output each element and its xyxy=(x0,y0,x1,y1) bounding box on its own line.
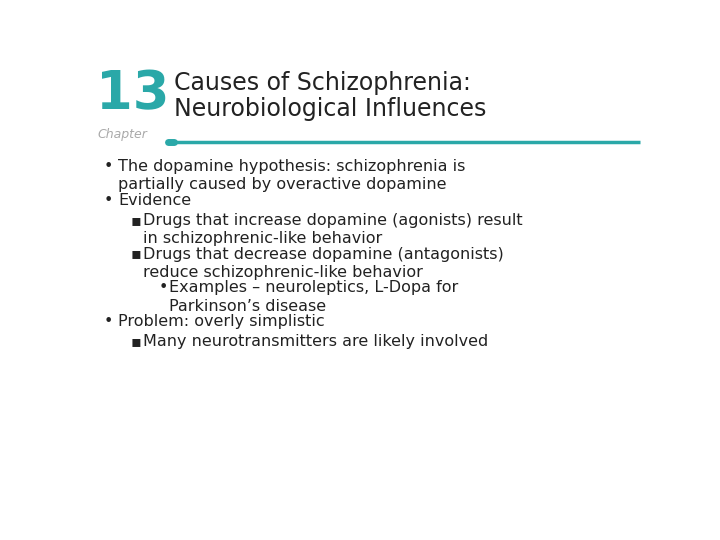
Text: Chapter: Chapter xyxy=(98,128,148,141)
Text: ▪: ▪ xyxy=(130,247,141,261)
Text: ▪: ▪ xyxy=(130,213,141,228)
Text: The dopamine hypothesis: schizophrenia is
partially caused by overactive dopamin: The dopamine hypothesis: schizophrenia i… xyxy=(118,159,465,192)
Text: •: • xyxy=(104,193,113,207)
Text: Drugs that increase dopamine (agonists) result
in schizophrenic-like behavior: Drugs that increase dopamine (agonists) … xyxy=(143,213,522,246)
Text: •: • xyxy=(158,280,168,295)
Text: •: • xyxy=(104,314,113,329)
Text: •: • xyxy=(104,159,113,174)
Text: Problem: overly simplistic: Problem: overly simplistic xyxy=(118,314,325,329)
Text: Examples – neuroleptics, L-Dopa for
Parkinson’s disease: Examples – neuroleptics, L-Dopa for Park… xyxy=(169,280,459,314)
Text: Neurobiological Influences: Neurobiological Influences xyxy=(174,97,486,121)
Text: ▪: ▪ xyxy=(130,334,141,349)
Text: Many neurotransmitters are likely involved: Many neurotransmitters are likely involv… xyxy=(143,334,488,349)
Text: Causes of Schizophrenia:: Causes of Schizophrenia: xyxy=(174,71,471,95)
Text: Evidence: Evidence xyxy=(118,193,191,207)
Text: 13: 13 xyxy=(96,69,170,120)
Text: Drugs that decrease dopamine (antagonists)
reduce schizophrenic-like behavior: Drugs that decrease dopamine (antagonist… xyxy=(143,247,503,280)
